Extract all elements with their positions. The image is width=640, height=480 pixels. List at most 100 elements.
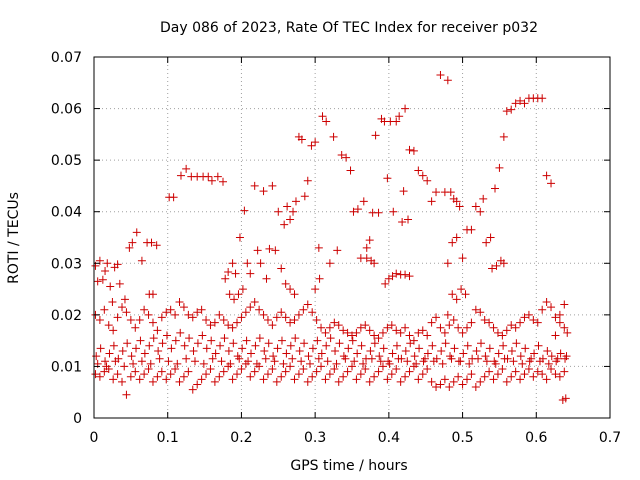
data-point: [147, 238, 156, 247]
data-point: [538, 94, 547, 103]
data-point: [511, 367, 520, 376]
data-point: [485, 367, 494, 376]
data-point: [498, 331, 507, 340]
data-point: [261, 354, 270, 363]
data-point: [349, 207, 358, 216]
data-point: [414, 375, 423, 384]
data-point: [322, 341, 331, 350]
data-point: [443, 310, 452, 319]
x-tick-label: 0.4: [378, 430, 400, 446]
data-point: [495, 163, 504, 172]
data-point: [229, 339, 238, 348]
data-point: [370, 331, 379, 340]
data-point: [282, 349, 291, 358]
data-point: [113, 370, 122, 379]
data-point: [216, 341, 225, 350]
data-point: [348, 331, 356, 340]
data-point: [259, 310, 268, 319]
data-point: [472, 346, 481, 355]
data-point: [246, 269, 255, 278]
data-point: [414, 166, 423, 175]
data-point: [171, 365, 180, 374]
data-point: [543, 346, 552, 355]
data-point: [502, 377, 511, 386]
data-point: [281, 367, 290, 376]
data-point: [144, 365, 153, 374]
data-point: [443, 76, 452, 85]
data-point: [198, 331, 207, 340]
data-point: [131, 367, 140, 376]
data-point: [507, 372, 516, 381]
data-point: [520, 370, 529, 379]
data-point: [127, 352, 136, 361]
data-point: [288, 354, 297, 363]
data-point: [356, 323, 365, 332]
data-point: [362, 254, 371, 263]
data-point: [250, 297, 259, 306]
data-point: [250, 181, 259, 190]
data-point: [387, 370, 396, 379]
data-point: [458, 254, 467, 263]
data-point: [542, 171, 551, 180]
data-point: [101, 357, 110, 366]
data-point: [202, 344, 211, 353]
data-point: [356, 370, 365, 379]
data-point: [396, 328, 405, 337]
data-point: [486, 233, 495, 242]
data-point: [560, 323, 569, 332]
data-point: [242, 336, 251, 345]
data-point: [392, 117, 401, 126]
data-point: [193, 308, 202, 317]
data-point: [415, 344, 424, 353]
data-point: [304, 352, 313, 361]
data-point: [418, 326, 427, 335]
data-point: [457, 285, 466, 294]
data-point: [481, 352, 490, 361]
data-point: [202, 316, 211, 325]
data-point: [494, 349, 503, 358]
data-point: [374, 208, 383, 217]
data-point: [250, 367, 259, 376]
data-point: [471, 202, 480, 211]
data-point: [137, 256, 146, 265]
data-point: [374, 334, 383, 343]
x-tick-label: 0.6: [525, 430, 547, 446]
data-point: [241, 308, 250, 317]
data-point: [176, 328, 185, 337]
data-point: [370, 259, 379, 268]
data-point: [414, 328, 423, 337]
data-point: [153, 326, 162, 335]
data-point: [436, 380, 445, 389]
data-point: [500, 354, 509, 363]
data-point: [403, 357, 412, 366]
y-tick-label: 0.07: [51, 50, 82, 66]
data-point: [405, 367, 414, 376]
data-point: [375, 352, 384, 361]
data-point: [476, 377, 485, 386]
data-point: [558, 395, 567, 404]
data-point: [379, 344, 388, 353]
data-point: [149, 334, 158, 343]
y-tick-label: 0.05: [51, 153, 82, 169]
data-point: [357, 341, 366, 350]
data-point: [318, 112, 327, 121]
data-point: [202, 370, 211, 379]
data-point: [332, 359, 341, 368]
data-point: [166, 370, 175, 379]
data-point: [493, 328, 502, 337]
data-point: [157, 313, 166, 322]
data-point: [401, 372, 410, 381]
data-point: [339, 326, 348, 335]
data-point: [516, 375, 525, 384]
data-point: [175, 297, 184, 306]
data-point: [527, 354, 536, 363]
data-point: [392, 365, 401, 374]
data-point: [498, 365, 507, 374]
data-point: [432, 188, 441, 197]
data-point: [290, 290, 299, 299]
data-point: [381, 279, 390, 288]
data-point: [184, 310, 193, 319]
data-point: [269, 352, 278, 361]
data-point: [126, 372, 135, 381]
data-point: [383, 375, 392, 384]
